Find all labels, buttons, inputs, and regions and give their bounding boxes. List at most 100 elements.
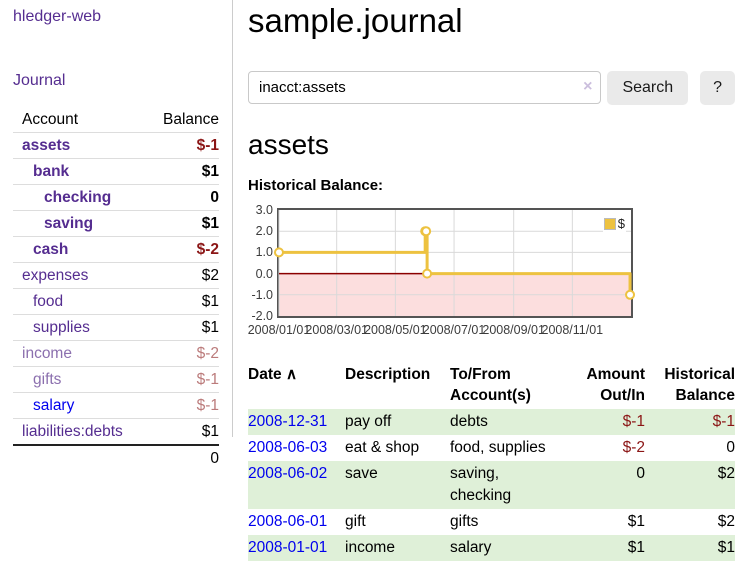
page-title: sample.journal [248, 2, 463, 39]
x-tick-label: 2008/11/01 [541, 323, 604, 337]
y-tick-label: 2.0 [255, 224, 273, 239]
account-balance: $-1 [196, 371, 219, 388]
account-balance: $-1 [196, 137, 219, 154]
chart-legend: $ [602, 215, 626, 232]
account-total-row: 0 [13, 445, 219, 471]
help-button[interactable]: ? [700, 71, 735, 105]
account-balance: $1 [201, 423, 219, 440]
chart-plot[interactable]: $ [274, 208, 636, 318]
transaction-accounts: saving, checking [450, 465, 512, 504]
account-balance: $-2 [196, 241, 219, 258]
transaction-accounts: food, supplies [450, 439, 546, 456]
transaction-balance: 0 [726, 439, 735, 456]
transaction-date-link[interactable]: 2008-01-01 [248, 539, 328, 556]
account-link-gifts[interactable]: gifts [33, 371, 62, 388]
amount-column-header: Amount Out/In [586, 366, 645, 404]
search-button[interactable]: Search [607, 71, 689, 105]
account-row: liabilities:debts $1 [13, 419, 219, 445]
transaction-accounts: salary [450, 539, 492, 556]
balance-column-header: Balance [162, 111, 219, 128]
transaction-date-link[interactable]: 2008-06-02 [248, 465, 328, 482]
account-row: income $-2 [13, 341, 219, 367]
sidebar: hledger-web Journal Account Balance asse… [0, 0, 232, 471]
app-title: hledger-web [13, 8, 219, 26]
transaction-amount: $-1 [622, 413, 645, 430]
sidebar-item-journal[interactable]: Journal [13, 72, 66, 89]
account-link-salary[interactable]: salary [33, 397, 75, 414]
account-balance: $2 [201, 267, 219, 284]
account-row: salary $-1 [13, 393, 219, 419]
balance-chart: 3.0 2.0 1.0 0.0 -1.0 -2.0 $ 2008/01/01 2008/03… [248, 203, 735, 340]
account-row: food $1 [13, 289, 219, 315]
clear-search-icon[interactable]: × [583, 78, 593, 95]
accounts-column-header: To/From Account(s) [450, 366, 531, 404]
transaction-balance: $1 [717, 539, 735, 556]
x-tick-label: 2008/01/01 [247, 323, 311, 337]
account-row: saving $1 [13, 211, 219, 237]
account-link-checking[interactable]: checking [44, 189, 112, 206]
register-row: 2008-12-31 pay off debts $-1 $-1 [248, 409, 735, 435]
register-row: 2008-01-01 income salary $1 $1 [248, 535, 735, 561]
account-row: checking 0 [13, 185, 219, 211]
account-link-liabilities-debts[interactable]: liabilities:debts [22, 423, 123, 440]
transaction-accounts: debts [450, 413, 488, 430]
transaction-amount: $1 [627, 513, 645, 530]
account-link-cash[interactable]: cash [33, 241, 69, 258]
account-link-supplies[interactable]: supplies [33, 319, 90, 336]
chart-x-labels: 2008/01/01 2008/03/01 2008/05/01 2008/07/01… [248, 322, 735, 338]
account-balance: $1 [201, 319, 219, 336]
y-tick-label: 1.0 [255, 245, 273, 260]
x-tick-label: 2008/05/01 [364, 323, 427, 337]
transaction-date-link[interactable]: 2008-06-03 [248, 439, 328, 456]
account-balance: $-1 [196, 397, 219, 414]
account-link-food[interactable]: food [33, 293, 64, 310]
transaction-accounts: gifts [450, 513, 479, 530]
account-row: assets $-1 [13, 133, 219, 159]
transaction-balance: $2 [717, 465, 735, 482]
account-balance: $-2 [196, 345, 219, 362]
y-tick-label: -2.0 [251, 309, 273, 323]
sidebar-divider [232, 0, 233, 437]
transaction-description: gift [345, 513, 366, 530]
register-header-row: Date ∧ Description To/From Account(s) Am… [248, 364, 735, 409]
account-link-saving[interactable]: saving [44, 215, 94, 232]
account-tree-header: Account Balance [13, 107, 219, 133]
account-link-income[interactable]: income [22, 345, 72, 362]
transaction-description: pay off [345, 413, 392, 430]
account-row: expenses $2 [13, 263, 219, 289]
description-column-header: Description [345, 366, 431, 383]
y-tick-label: 3.0 [255, 203, 273, 217]
transaction-balance: $-1 [712, 413, 735, 430]
account-balance: $1 [201, 215, 219, 232]
search-form: × Search ? [248, 71, 735, 105]
search-input[interactable] [248, 71, 602, 104]
register-row: 2008-06-03 eat & shop food, supplies $-2… [248, 435, 735, 461]
transaction-date-link[interactable]: 2008-12-31 [248, 413, 328, 430]
account-link-assets[interactable]: assets [22, 137, 71, 154]
account-row: supplies $1 [13, 315, 219, 341]
account-link-bank[interactable]: bank [33, 163, 70, 180]
y-tick-label: 0.0 [255, 266, 273, 281]
account-row: bank $1 [13, 159, 219, 185]
y-tick-label: -1.0 [251, 287, 273, 302]
transaction-balance: $2 [717, 513, 735, 530]
account-balance: $1 [201, 293, 219, 310]
register-table: Date ∧ Description To/From Account(s) Am… [248, 364, 735, 561]
account-column-header: Account [22, 111, 79, 128]
transaction-amount: 0 [636, 465, 645, 482]
transaction-description: save [345, 465, 378, 482]
account-total-balance: 0 [210, 450, 219, 467]
sort-asc-icon: ∧ [285, 366, 298, 383]
account-tree: Account Balance assets $-1 bank $1 check… [13, 107, 219, 471]
app-title-link[interactable]: hledger-web [13, 8, 102, 25]
main-content: sample.journal × Search ? assets Histori… [248, 0, 735, 561]
transaction-date-link[interactable]: 2008-06-01 [248, 513, 328, 530]
x-tick-label: 2008/09/01 [482, 323, 545, 337]
chart-y-labels: 3.0 2.0 1.0 0.0 -1.0 -2.0 [248, 203, 273, 326]
date-column-header[interactable]: Date ∧ [248, 366, 298, 383]
transaction-description: income [345, 539, 395, 556]
account-heading: assets [248, 129, 329, 160]
account-row: gifts $-1 [13, 367, 219, 393]
x-tick-label: 2008/07/01 [422, 323, 486, 337]
account-link-expenses[interactable]: expenses [22, 267, 89, 284]
